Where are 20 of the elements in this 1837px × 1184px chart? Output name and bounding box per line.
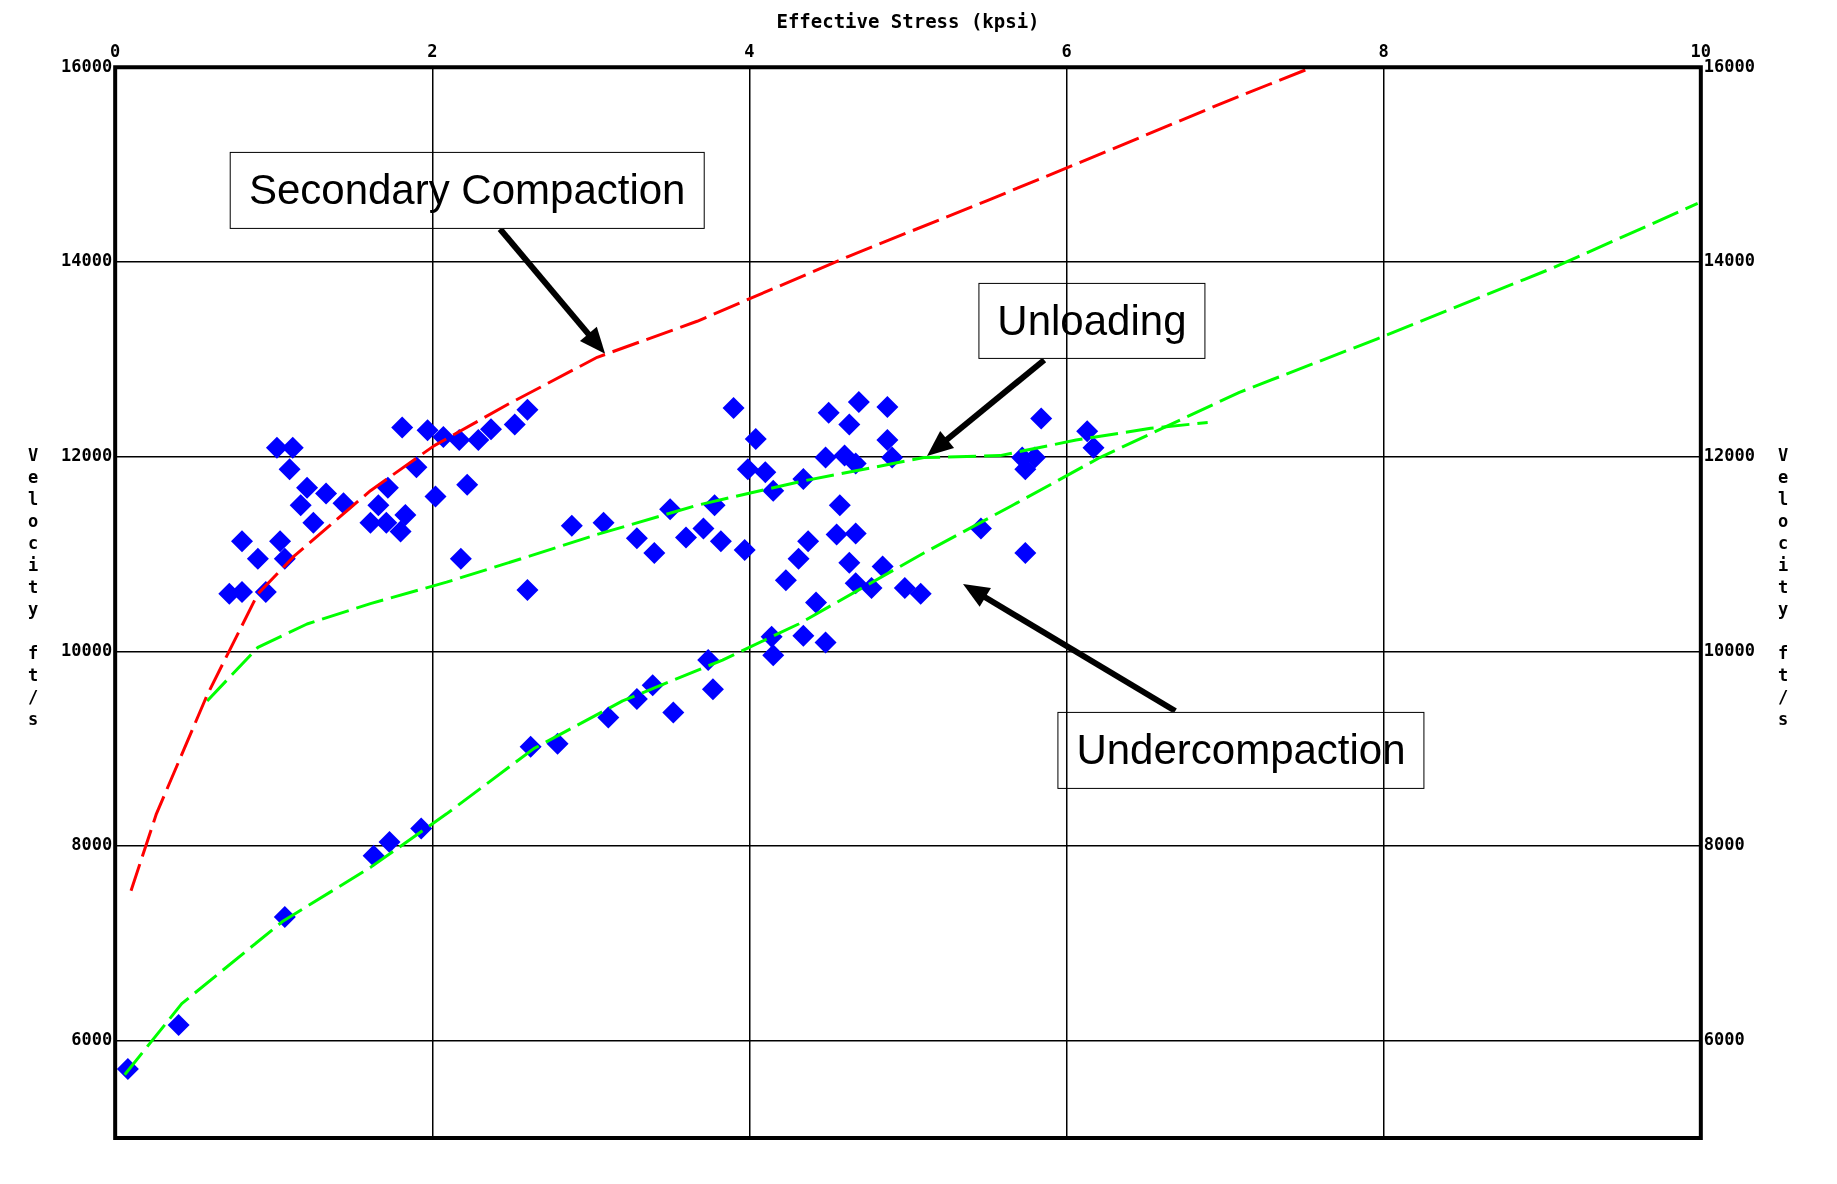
y2-tick-label: 12000 (1703, 445, 1756, 465)
y2-tick-label: 8000 (1703, 834, 1745, 855)
y-tick-label: 12000 (60, 445, 113, 465)
y2-tick-label: 10000 (1703, 639, 1756, 660)
x-tick-label: 6 (1061, 41, 1072, 62)
x-tick-label: 0 (110, 41, 121, 62)
y-axis-title: Velocity ft/s (23, 445, 43, 731)
y-tick-label: 10000 (60, 639, 113, 660)
y2-axis-title: Velocity ft/s (1773, 445, 1793, 731)
x-tick-label: 4 (744, 41, 755, 62)
y-tick-label: 8000 (71, 834, 113, 855)
x-tick-label: 2 (427, 41, 438, 62)
y-tick-label: 16000 (60, 55, 113, 76)
y-tick-label: 14000 (60, 250, 113, 271)
y-tick-label: 6000 (71, 1029, 113, 1050)
x-tick-label: 8 (1378, 41, 1389, 62)
y2-tick-label: 14000 (1703, 250, 1756, 271)
y2-tick-label: 6000 (1703, 1029, 1745, 1050)
line-series (205, 421, 1210, 703)
x-axis-title: Effective Stress (kpsi) (776, 10, 1040, 33)
